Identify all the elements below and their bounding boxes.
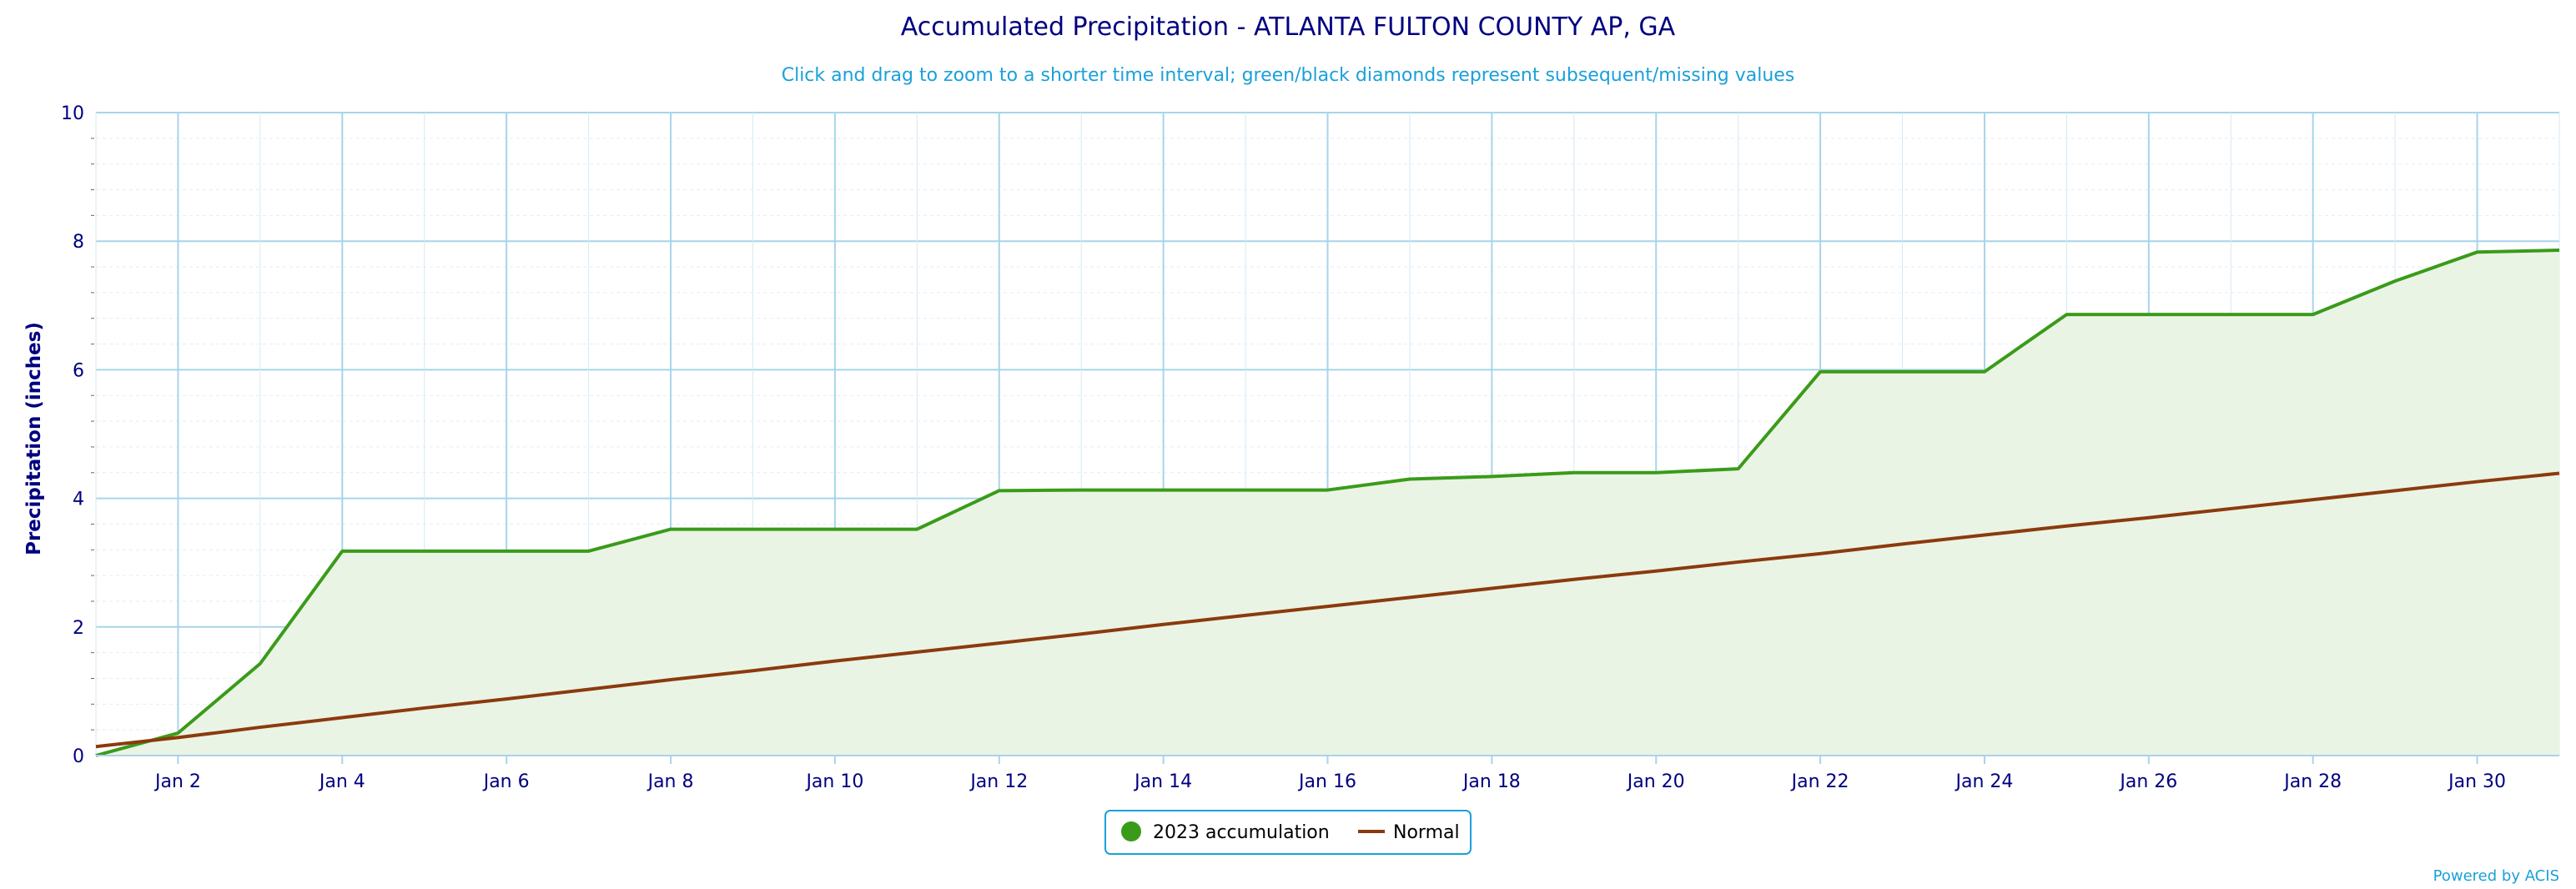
normal-point: [1572, 577, 1577, 582]
accumulation-point: [2392, 279, 2397, 284]
x-tick-label: Jan 6: [482, 771, 530, 792]
y-tick-label: 10: [61, 103, 84, 124]
normal-point: [1653, 569, 1658, 574]
x-tick-label: Jan 18: [1462, 771, 1521, 792]
legend-item-normal[interactable]: Normal: [1358, 822, 1460, 843]
accumulation-point: [2064, 312, 2069, 317]
accumulation-point: [2146, 312, 2151, 317]
normal-point: [258, 725, 263, 730]
normal-point: [2392, 488, 2397, 493]
y-tick-label: 4: [73, 490, 84, 510]
accumulation-point: [997, 488, 1002, 493]
accumulation-point: [2228, 312, 2233, 317]
accumulation-point: [914, 527, 919, 532]
x-tick-label: Jan 20: [1626, 771, 1685, 792]
accumulation-legend-marker-icon: [1121, 821, 1141, 841]
legend-box: [1104, 810, 1472, 855]
accumulation-point: [1572, 470, 1577, 475]
normal-point: [1079, 631, 1084, 636]
x-tick-label: Jan 8: [647, 771, 694, 792]
x-tick-label: Jan 24: [1955, 771, 2014, 792]
legend-label-accumulation: 2023 accumulation: [1153, 822, 1330, 843]
x-tick-label: Jan 4: [318, 771, 365, 792]
normal-point: [2146, 515, 2151, 520]
accumulation-line: [95, 248, 2560, 757]
x-tick-label: Jan 16: [1297, 771, 1356, 792]
normal-point: [2064, 524, 2069, 529]
y-tick-label: 0: [73, 746, 84, 767]
normal-point: [93, 744, 98, 749]
normal-point: [1161, 622, 1166, 627]
normal-point: [914, 650, 919, 655]
legend-label-normal: Normal: [1393, 822, 1460, 843]
accumulation-point: [833, 527, 838, 532]
accumulation-point: [175, 731, 180, 736]
normal-point: [340, 716, 345, 721]
normal-point: [175, 735, 180, 740]
y-tick-label: 2: [73, 618, 84, 639]
normal-point: [422, 706, 427, 711]
x-tick-label: Jan 14: [1133, 771, 1192, 792]
normal-point: [1326, 604, 1331, 609]
normal-point: [2557, 471, 2562, 476]
normal-point: [2475, 480, 2480, 485]
normal-point: [2311, 497, 2316, 502]
accumulation-point: [1489, 474, 1494, 479]
accumulation-point: [1818, 369, 1823, 374]
x-tick-label: Jan 12: [969, 771, 1028, 792]
accumulation-point: [1736, 466, 1741, 471]
accumulation-point: [2311, 312, 2316, 317]
accumulation-point: [1243, 488, 1248, 493]
accumulation-point: [1982, 369, 1987, 374]
accumulation-point: [2475, 249, 2480, 254]
accumulation-point: [422, 549, 427, 554]
normal-point: [2228, 506, 2233, 511]
normal-point: [1407, 595, 1412, 600]
normal-point: [668, 677, 673, 682]
y-axis-label: Precipitation (inches): [23, 322, 45, 555]
accumulation-area: [96, 249, 2559, 756]
accumulation-point: [1407, 476, 1412, 481]
series-layer: [93, 248, 2562, 757]
y-tick-label: 8: [73, 232, 84, 253]
accumulation-point: [1900, 369, 1905, 374]
normal-point: [1818, 551, 1823, 556]
normal-point: [1489, 586, 1494, 591]
accumulation-point: [340, 549, 345, 554]
normal-point: [586, 687, 591, 692]
normal-point: [1982, 533, 1987, 538]
accumulation-point: [1326, 488, 1331, 493]
accumulation-point: [1161, 488, 1166, 493]
x-tick-label: Jan 2: [153, 771, 201, 792]
accumulation-point: [258, 661, 263, 666]
chart-title: Accumulated Precipitation - ATLANTA FULT…: [901, 13, 1676, 42]
y-tick-label: 6: [73, 360, 84, 381]
normal-point: [833, 659, 838, 664]
normal-point: [1736, 560, 1741, 565]
normal-point: [1243, 613, 1248, 618]
accumulation-point: [2557, 248, 2562, 253]
legend-item-accumulation[interactable]: 2023 accumulation: [1121, 821, 1330, 843]
x-tick-label: Jan 26: [2118, 771, 2177, 792]
x-tick-label: Jan 22: [1790, 771, 1849, 792]
normal-point: [750, 668, 755, 673]
normal-point: [504, 696, 509, 701]
normal-line: [95, 471, 2560, 749]
accumulation-point: [1653, 470, 1658, 475]
normal-point: [997, 640, 1002, 645]
accumulation-point: [504, 549, 509, 554]
accumulation-point: [586, 549, 591, 554]
x-tick-label: Jan 10: [804, 771, 863, 792]
legend[interactable]: 2023 accumulation Normal: [1104, 810, 1472, 855]
chart-subtitle: Click and drag to zoom to a shorter time…: [782, 65, 1795, 86]
normal-point: [1900, 541, 1905, 546]
x-tick-label: Jan 30: [2447, 771, 2506, 792]
credit-link[interactable]: Powered by ACIS: [2433, 867, 2559, 885]
accumulation-point: [668, 527, 673, 532]
accumulation-point: [750, 527, 755, 532]
axes: 0 2 4 6 8 10 Jan 2 Jan 4 Jan 6 Jan 8 Jan 10 Jan 12 J…: [61, 103, 2559, 792]
accumulation-point: [1079, 488, 1084, 493]
x-tick-label: Jan 28: [2282, 771, 2342, 792]
